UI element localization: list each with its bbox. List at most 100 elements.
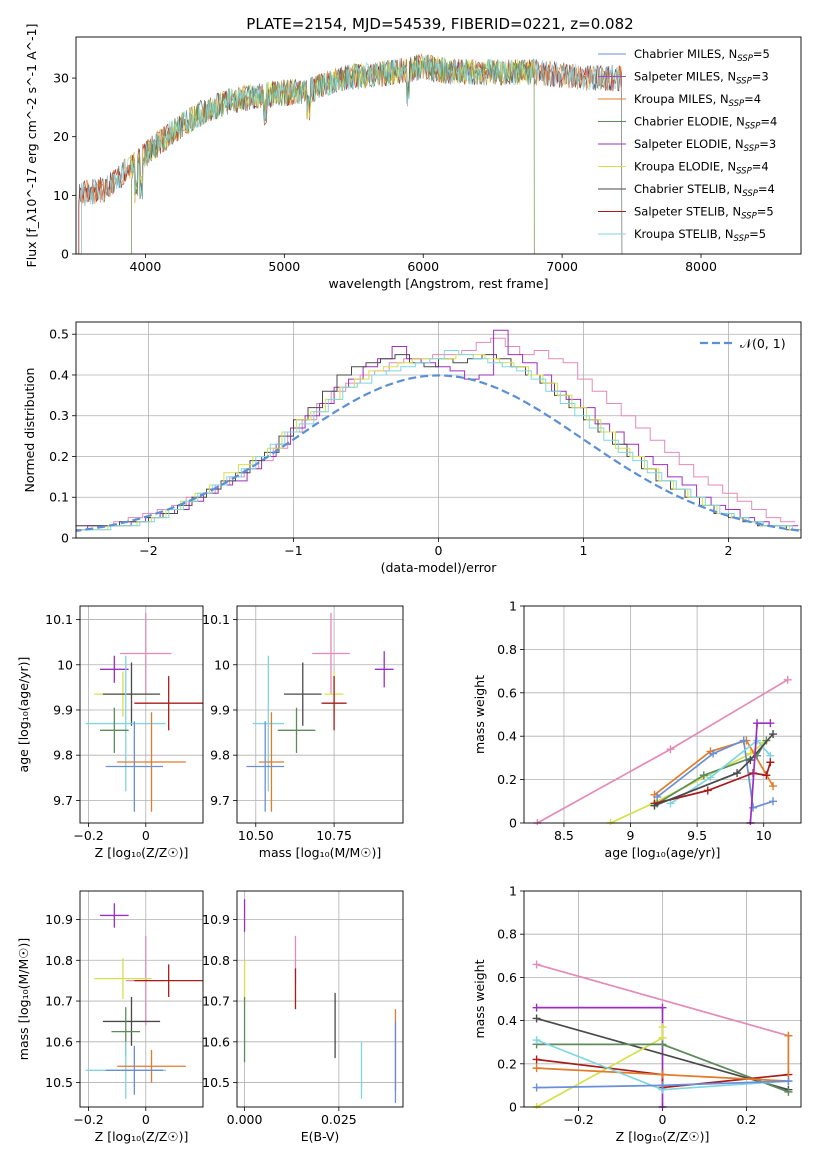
weight-marker (658, 1040, 667, 1049)
weight-marker (703, 786, 712, 795)
x-tick-label: 0.025 (321, 1112, 357, 1127)
weight-marker (658, 1070, 667, 1079)
y-tick-label: 0.4 (49, 367, 69, 382)
legend-entry: Chabrier MILES, NSSP=5 (634, 47, 770, 64)
y-tick-label: 0 (509, 816, 517, 831)
weight-marker (532, 1055, 541, 1064)
axes-residuals: −2 −1 0 1 2 0 0.1 0.2 0.3 0.4 0.5 (49, 322, 801, 558)
weight-line (536, 1058, 789, 1089)
normal-curve (76, 374, 801, 533)
y-axis-label: mass [log₁₀(M/M☉)] (16, 938, 31, 1060)
x-tick-label: 0 (435, 543, 443, 558)
x-tick-label: −1 (284, 543, 302, 558)
legend-entry: Chabrier STELIB, NSSP=4 (634, 182, 775, 199)
legend-suffix: =4 (752, 160, 769, 174)
axes-age-vs-mass: 10.50 10.75 9.7 9.8 9.9 10 10.1 (202, 606, 403, 843)
weight-marker (650, 801, 659, 810)
errorbar-frame (236, 890, 404, 1108)
y-tick-label: 9.9 (53, 702, 73, 717)
weight-marker (784, 1077, 793, 1086)
legend-entry: Chabrier ELODIE, NSSP=4 (634, 115, 777, 132)
legend-entry: Salpeter MILES, NSSP=3 (634, 70, 769, 87)
x-tick-label: 0 (142, 828, 150, 843)
legend-sub: SSP (744, 144, 760, 154)
x-tick-label: −0.2 (73, 1112, 103, 1127)
legend-sub: SSP (734, 234, 750, 244)
y-tick-label: 9.8 (53, 748, 73, 763)
x-tick-label: 6000 (407, 259, 439, 274)
y-tick-label: 9.8 (210, 748, 230, 763)
weight-marker (706, 773, 715, 782)
errorbar-frame (79, 605, 204, 824)
weight-marker (666, 799, 675, 808)
y-tick-label: 10.7 (202, 994, 230, 1009)
x-axis-label: E(B-V) (301, 1129, 340, 1144)
weight-marker (658, 1023, 667, 1032)
axes-mass-vs-EBV: 0.000 0.025 10.5 10.6 10.7 10.8 10.9 (202, 891, 403, 1127)
y-tick-label: 10.1 (202, 612, 230, 627)
y-tick-label: 10.8 (45, 953, 73, 968)
x-tick-label: 8000 (685, 259, 717, 274)
y-tick-label: 10.7 (45, 994, 73, 1009)
y-tick-label: 0.8 (497, 927, 517, 942)
x-tick-label: 7000 (546, 259, 578, 274)
x-axis-label: age [log₁₀(age/yr)] (605, 845, 721, 860)
weight-marker (658, 1081, 667, 1090)
errorbar-series (85, 612, 203, 812)
y-tick-label: 10.6 (202, 1034, 230, 1049)
errorbar-series (246, 612, 394, 812)
histogram-step (76, 329, 799, 531)
y-tick-label: 10.5 (45, 1075, 73, 1090)
weight-marker (753, 736, 762, 745)
x-tick-label: 1 (580, 543, 588, 558)
y-tick-label: 0 (61, 531, 69, 546)
y-tick-label: 10.9 (45, 912, 73, 927)
weight-marker (733, 769, 742, 778)
legend-label: Kroupa MILES, N (634, 92, 729, 106)
spectrum-frame (75, 36, 802, 255)
weight-marker (784, 1087, 793, 1096)
x-tick-label: 4000 (130, 259, 162, 274)
legend-suffix: =5 (757, 205, 774, 219)
legend-label: Kroupa ELODIE, N (634, 160, 736, 174)
x-tick-label: 10.50 (238, 828, 274, 843)
x-axis-label: mass [log₁₀(M/M☉)] (259, 845, 381, 860)
legend-label: Chabrier STELIB, N (634, 182, 742, 196)
y-axis-label: mass weight (472, 959, 487, 1038)
legend-label: Chabrier ELODIE, N (634, 115, 745, 129)
weight-marker (762, 771, 771, 780)
legend-label: Salpeter MILES, N (634, 70, 736, 84)
weight-line (653, 739, 774, 796)
y-tick-label: 9.7 (210, 793, 230, 808)
y-tick-label: 20 (53, 129, 69, 144)
weight-marker (784, 1031, 793, 1040)
legend-suffix: =4 (758, 182, 775, 196)
x-tick-label: 8.5 (554, 828, 574, 843)
legend-label: Salpeter ELODIE, N (634, 137, 744, 151)
weight-marker (658, 1003, 667, 1012)
y-tick-label: 0.2 (497, 1056, 517, 1071)
legend-label: Kroupa STELIB, N (634, 227, 734, 241)
weight-marker (666, 745, 675, 754)
y-tick-label: 0 (61, 247, 69, 262)
weight-marker (532, 1064, 541, 1073)
x-tick-label: 0.000 (227, 1112, 263, 1127)
x-tick-label: 0 (659, 1112, 667, 1127)
legend-suffix: =5 (753, 47, 770, 61)
y-tick-label: 0.1 (49, 490, 69, 505)
histogram-frame (75, 321, 802, 539)
y-tick-label: 0.2 (49, 449, 69, 464)
y-tick-label: 10 (53, 188, 69, 203)
weight-line (536, 1035, 790, 1082)
weight-marker (699, 771, 708, 780)
spectrum-lines (78, 53, 623, 254)
x-tick-label: 10 (756, 828, 772, 843)
y-tick-label: 10.8 (202, 953, 230, 968)
spectrum-series (131, 54, 535, 254)
y-tick-label: 0.8 (497, 642, 517, 657)
y-axis-label: Normed distribution (22, 368, 37, 493)
weight-line (536, 1006, 664, 1107)
legend-sub: SSP (741, 212, 757, 222)
